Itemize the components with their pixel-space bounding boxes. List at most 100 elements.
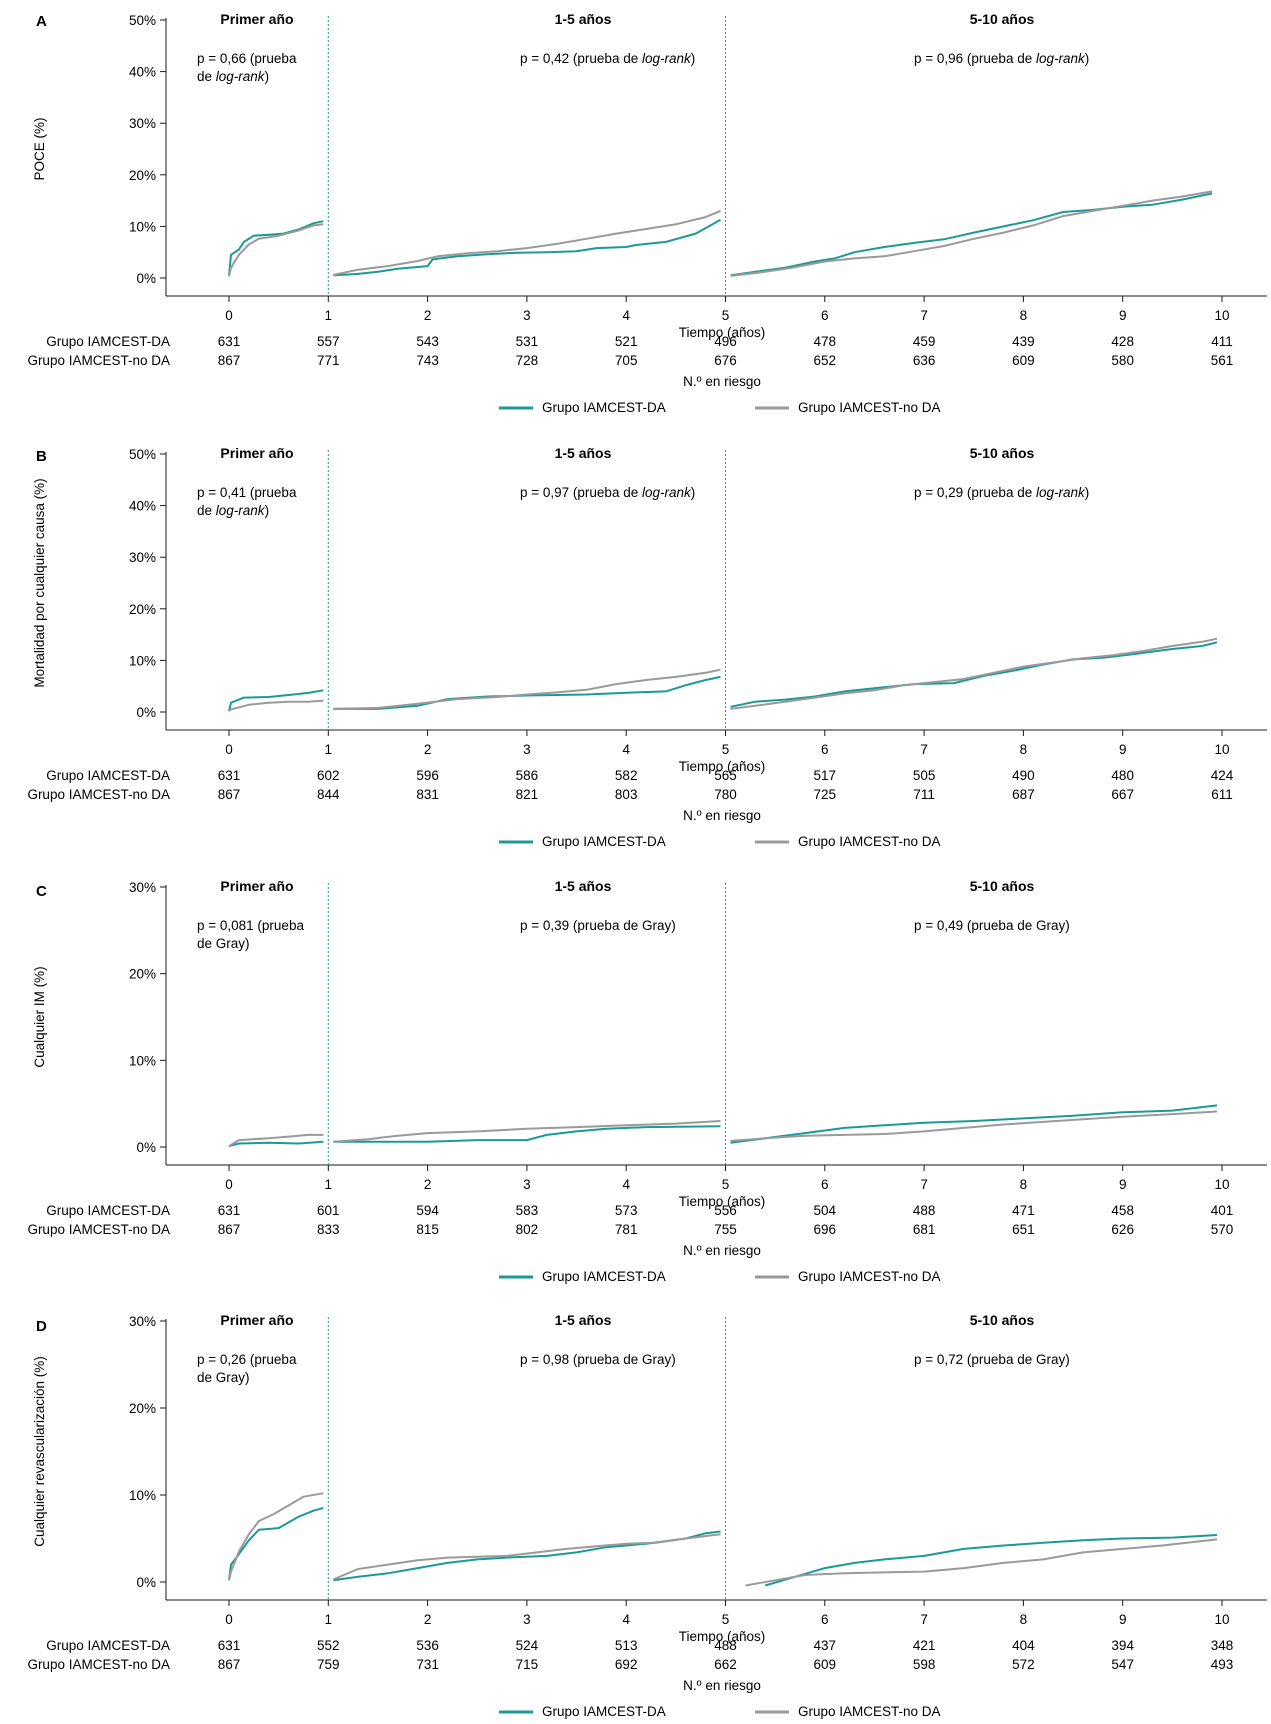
x-axis-label: Tiempo (años) [679,1194,766,1209]
y-tick-label: 20% [129,1401,156,1416]
risk-value: 596 [416,768,439,783]
x-tick-label: 7 [920,742,928,757]
p-value-text-part: ) [265,69,270,84]
risk-table: Grupo IAMCEST-DA 631 552 536 524 513 488 437 421… [27,1638,1233,1693]
p-value-text: p = 0,29 (prueba de log-rank) [914,485,1089,500]
risk-value: 652 [814,353,837,368]
series-da-line [730,1104,1218,1144]
x-tick-label: 3 [523,1177,531,1192]
risk-row-label: Grupo IAMCEST-no DA [27,1222,170,1237]
x-tick-label: 5 [722,1177,730,1192]
risk-value: 759 [317,1657,340,1672]
risk-value: 867 [218,787,241,802]
p-value-text: p = 0,41 (prueba [197,485,297,500]
risk-value: 547 [1111,1657,1134,1672]
risk-value: 524 [516,1638,539,1653]
x-axis-label: Tiempo (años) [679,325,766,340]
legend-label-da: Grupo IAMCEST-DA [542,834,666,849]
risk-title: N.º en riesgo [683,808,761,823]
x-tick-label: 3 [523,1612,531,1627]
p-value-text-part: p = 0,39 (prueba de Gray) [520,918,676,933]
y-tick-label: 30% [129,1314,156,1329]
risk-row-label: Grupo IAMCEST-DA [46,334,170,349]
panel-D: D Cualquier revascularización (%) 0% 10% 20%… [27,1312,1267,1719]
risk-value: 517 [814,768,837,783]
x-tick-label: 10 [1214,1612,1229,1627]
risk-value: 728 [516,353,539,368]
risk-value: 687 [1012,787,1035,802]
panel-A: A POCE (%) 0% 10% 20% 30% 40% 50% 0 1 2 3 4 5 6 7 8 9 10 Ti… [27,11,1267,415]
risk-value: 439 [1012,334,1035,349]
risk-value: 867 [218,1222,241,1237]
x-tick-label: 2 [424,1177,432,1192]
series-da-line [228,1140,324,1148]
p-value-text-part: p = 0,42 (prueba de [520,51,642,66]
risk-value: 459 [913,334,936,349]
period-title: 5-10 años [970,1312,1035,1328]
series-nonda-line [228,223,324,277]
series-nonda-line [745,1538,1218,1587]
p-value-text-part: p = 0,96 (prueba de [914,51,1036,66]
risk-value: 552 [317,1638,340,1653]
risk-value: 631 [218,1203,241,1218]
p-value-text-part: ) [691,51,696,66]
risk-value: 598 [913,1657,936,1672]
p-value-text-part: p = 0,97 (prueba de [520,485,642,500]
p-value-text: de Gray) [197,936,250,951]
p-value-text: p = 0,97 (prueba de log-rank) [520,485,695,500]
series-nonda-line [228,1133,324,1147]
p-value-text-part: de [197,503,216,518]
risk-value: 543 [416,334,439,349]
series-da-line [333,675,721,710]
y-tick-label: 0% [136,1140,156,1155]
panel-letter: C [36,883,47,900]
risk-value: 609 [1012,353,1035,368]
x-tick-label: 7 [920,1612,928,1627]
period-title: 5-10 años [970,878,1035,894]
y-tick-label: 10% [129,1488,156,1503]
risk-title: N.º en riesgo [683,1678,761,1693]
risk-value: 531 [516,334,539,349]
y-tick-label: 0% [136,271,156,286]
series-da-line [764,1534,1218,1587]
x-tick-label: 3 [523,308,531,323]
risk-value: 394 [1111,1638,1134,1653]
risk-value: 480 [1111,768,1134,783]
risk-table: Grupo IAMCEST-DA 631 602 596 586 582 565 517 505… [27,768,1233,823]
p-value-text-part: ) [691,485,696,500]
risk-row-label: Grupo IAMCEST-DA [46,1203,170,1218]
series-da-line [228,1507,324,1581]
series-nonda-line [333,209,721,276]
series-nonda-line [333,668,721,710]
series-nonda-line [730,637,1218,710]
legend: Grupo IAMCEST-DA Grupo IAMCEST-no DA [499,1269,941,1284]
risk-value: 715 [516,1657,539,1672]
y-tick-label: 30% [129,116,156,131]
risk-row-label: Grupo IAMCEST-DA [46,768,170,783]
x-tick-label: 5 [722,1612,730,1627]
p-value-text: p = 0,26 (prueba [197,1352,297,1367]
y-tick-label: 30% [129,550,156,565]
risk-value: 583 [516,1203,539,1218]
risk-row-label: Grupo IAMCEST-no DA [27,1657,170,1672]
risk-value: 348 [1211,1638,1234,1653]
p-value-text-part: de [197,69,216,84]
p-value-text-italic: log-rank [642,51,692,66]
risk-value: 696 [814,1222,837,1237]
p-value-text-part: de Gray) [197,936,250,951]
p-value-text-part: ) [1085,51,1090,66]
series-nonda-line [333,1120,721,1143]
risk-title: N.º en riesgo [683,374,761,389]
x-axis-label: Tiempo (años) [679,1629,766,1644]
y-tick-label: 10% [129,653,156,668]
y-axis-label: POCE (%) [32,117,47,180]
y-tick-label: 50% [129,13,156,28]
x-tick-label: 1 [325,308,333,323]
x-tick-label: 3 [523,742,531,757]
risk-value: 867 [218,1657,241,1672]
series-da-line [228,689,324,712]
risk-value: 536 [416,1638,439,1653]
risk-value: 631 [218,768,241,783]
